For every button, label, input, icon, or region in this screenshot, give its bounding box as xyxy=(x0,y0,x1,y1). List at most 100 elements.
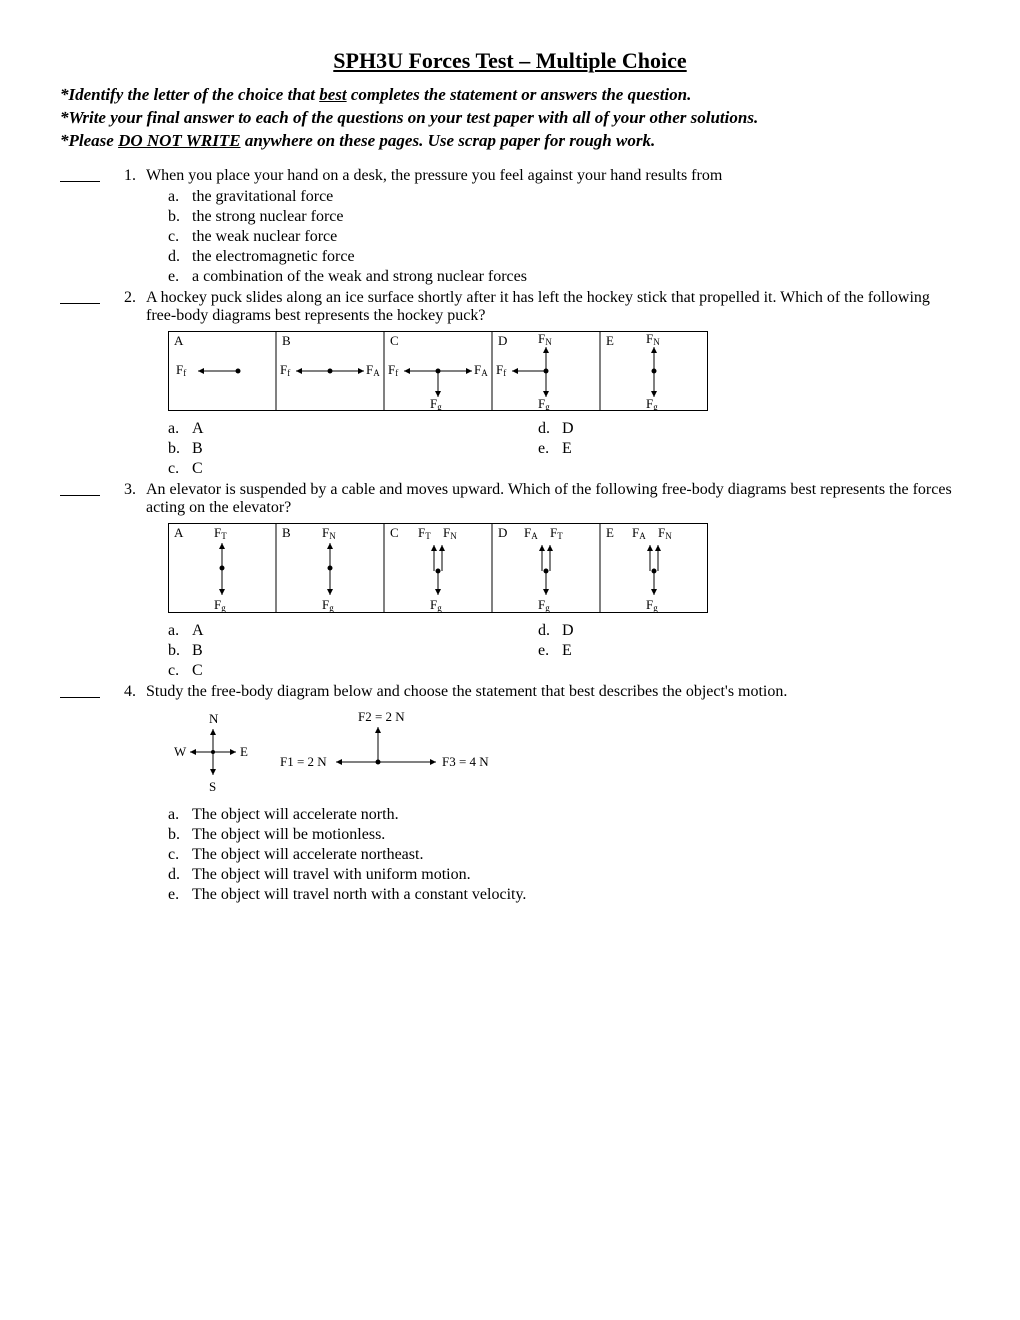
svg-text:Fg: Fg xyxy=(538,396,550,411)
option-text: D xyxy=(562,419,574,439)
option-letter: a. xyxy=(168,187,192,207)
svg-text:FA: FA xyxy=(632,525,646,541)
option-letter: e. xyxy=(168,267,192,287)
svg-text:FT: FT xyxy=(550,525,563,541)
svg-text:FN: FN xyxy=(658,525,672,541)
svg-text:Fg: Fg xyxy=(214,597,226,613)
svg-text:Ff: Ff xyxy=(388,362,398,378)
svg-text:Ff: Ff xyxy=(176,362,186,378)
compass-w: W xyxy=(174,744,187,759)
option-text: D xyxy=(562,621,574,641)
question-number: 2. xyxy=(106,289,136,307)
option-letter: b. xyxy=(168,207,192,227)
option-letter: e. xyxy=(538,641,562,661)
option-text: A xyxy=(192,621,204,641)
compass-n: N xyxy=(209,711,219,726)
answer-blank xyxy=(60,167,100,182)
option-text: a combination of the weak and strong nuc… xyxy=(192,267,527,287)
option-letter: c. xyxy=(168,227,192,247)
instr-2: *Write your final answer to each of the … xyxy=(60,107,960,130)
option-text: E xyxy=(562,641,572,661)
question-number: 4. xyxy=(106,683,136,701)
option-letter: d. xyxy=(168,247,192,267)
question-text: Study the free-body diagram below and ch… xyxy=(146,683,960,701)
q4-diagram: N S W E F2 = 2 N F1 = 2 N F3 = 4 N xyxy=(168,707,960,797)
instr-3-pre: *Please xyxy=(60,131,118,150)
option-text: the electromagnetic force xyxy=(192,247,355,267)
answer-blank xyxy=(60,481,100,496)
option-text: The object will accelerate northeast. xyxy=(192,845,423,865)
cell-label: B xyxy=(282,525,291,540)
svg-text:Fg: Fg xyxy=(430,396,442,411)
cell-label: C xyxy=(390,333,399,348)
option-letter: c. xyxy=(168,845,192,865)
instr-3-u: DO NOT WRITE xyxy=(118,131,240,150)
cell-label: B xyxy=(282,333,291,348)
instr-1-u: best xyxy=(319,85,346,104)
question-number: 3. xyxy=(106,481,136,499)
svg-text:FN: FN xyxy=(443,525,457,541)
option-letter: a. xyxy=(168,621,192,641)
q2-diagram: A Ff B Ff FA C Ff FA Fg xyxy=(168,331,960,411)
option-letter: d. xyxy=(168,865,192,885)
cell-label: D xyxy=(498,333,507,348)
cell-label: E xyxy=(606,525,614,540)
cell-label: D xyxy=(498,525,507,540)
question-4: 4. Study the free-body diagram below and… xyxy=(60,683,960,905)
option-letter: d. xyxy=(538,621,562,641)
option-text: B xyxy=(192,439,203,459)
instr-1-post: completes the statement or answers the q… xyxy=(347,85,692,104)
option-text: The object will accelerate north. xyxy=(192,805,399,825)
svg-text:FT: FT xyxy=(418,525,431,541)
answer-blank xyxy=(60,683,100,698)
force-f3: F3 = 4 N xyxy=(442,754,489,769)
option-text: E xyxy=(562,439,572,459)
option-letter: a. xyxy=(168,419,192,439)
svg-text:FA: FA xyxy=(366,362,380,378)
option-text: the gravitational force xyxy=(192,187,333,207)
option-text: C xyxy=(192,661,203,681)
svg-text:FN: FN xyxy=(538,331,552,347)
option-text: the weak nuclear force xyxy=(192,227,337,247)
option-letter: b. xyxy=(168,439,192,459)
option-letter: d. xyxy=(538,419,562,439)
answer-blank xyxy=(60,289,100,304)
cell-label: C xyxy=(390,525,399,540)
svg-text:FN: FN xyxy=(646,331,660,347)
option-letter: a. xyxy=(168,805,192,825)
instr-1-pre: *Identify the letter of the choice that xyxy=(60,85,319,104)
option-text: C xyxy=(192,459,203,479)
svg-text:Fg: Fg xyxy=(538,597,550,613)
svg-text:Fg: Fg xyxy=(646,597,658,613)
force-f2: F2 = 2 N xyxy=(358,709,405,724)
cell-label: A xyxy=(174,333,184,348)
svg-text:FA: FA xyxy=(524,525,538,541)
question-number: 1. xyxy=(106,167,136,185)
question-3: 3. An elevator is suspended by a cable a… xyxy=(60,481,960,681)
question-text: A hockey puck slides along an ice surfac… xyxy=(146,289,960,325)
option-text: A xyxy=(192,419,204,439)
cell-label: A xyxy=(174,525,184,540)
instructions: *Identify the letter of the choice that … xyxy=(60,84,960,153)
force-f1: F1 = 2 N xyxy=(280,754,327,769)
option-letter: b. xyxy=(168,641,192,661)
option-text: The object will be motionless. xyxy=(192,825,385,845)
question-1: 1. When you place your hand on a desk, t… xyxy=(60,167,960,287)
cell-label: E xyxy=(606,333,614,348)
option-text: The object will travel north with a cons… xyxy=(192,885,526,905)
svg-text:Ff: Ff xyxy=(496,362,506,378)
svg-text:Fg: Fg xyxy=(646,396,658,411)
svg-text:FT: FT xyxy=(214,525,227,541)
question-text: When you place your hand on a desk, the … xyxy=(146,167,960,185)
option-text: The object will travel with uniform moti… xyxy=(192,865,471,885)
option-letter: c. xyxy=(168,661,192,681)
svg-text:FN: FN xyxy=(322,525,336,541)
page-title: SPH3U Forces Test – Multiple Choice xyxy=(60,48,960,74)
instr-3-post: anywhere on these pages. Use scrap paper… xyxy=(241,131,656,150)
option-letter: b. xyxy=(168,825,192,845)
svg-text:Fg: Fg xyxy=(322,597,334,613)
compass-e: E xyxy=(240,744,248,759)
option-letter: c. xyxy=(168,459,192,479)
svg-text:Ff: Ff xyxy=(280,362,290,378)
option-letter: e. xyxy=(168,885,192,905)
